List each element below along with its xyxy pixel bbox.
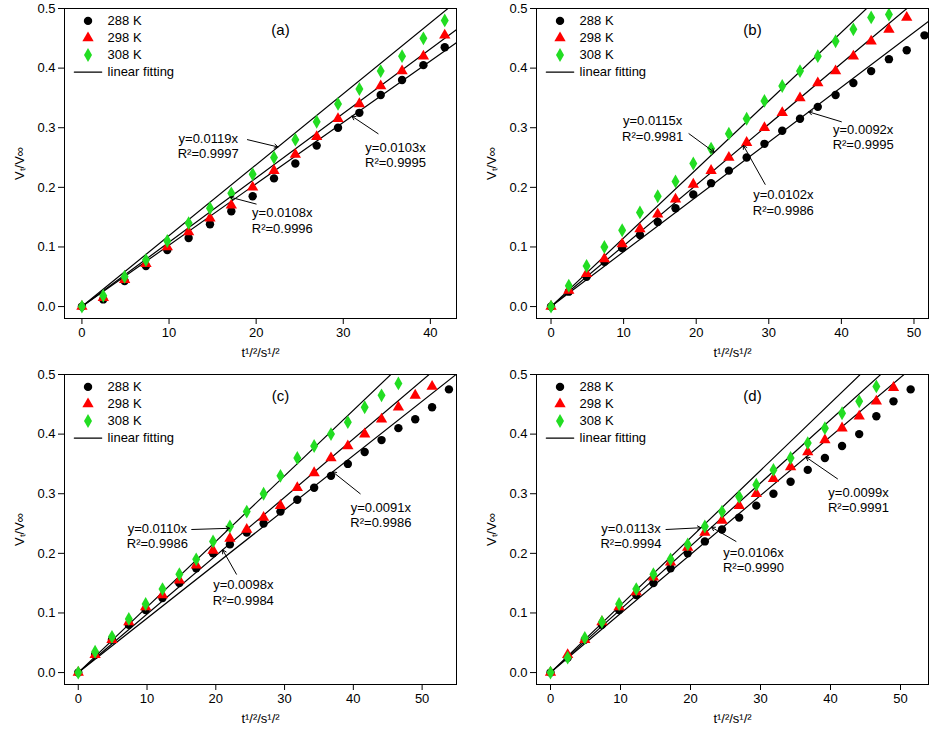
- svg-text:y=0.0103xR²=0.9995: y=0.0103xR²=0.9995: [365, 140, 426, 171]
- svg-text:0.3: 0.3: [509, 120, 527, 135]
- svg-text:40: 40: [346, 691, 360, 706]
- svg-text:20: 20: [209, 691, 223, 706]
- svg-text:308 K: 308 K: [108, 413, 142, 428]
- svg-text:298 K: 298 K: [108, 30, 142, 45]
- svg-text:0.5: 0.5: [37, 1, 55, 16]
- svg-text:0: 0: [547, 325, 554, 340]
- svg-text:298 K: 298 K: [580, 396, 614, 411]
- svg-text:0.2: 0.2: [37, 180, 55, 195]
- svg-text:t¹/²/s¹/²: t¹/²/s¹/²: [713, 345, 752, 360]
- svg-text:0: 0: [75, 691, 82, 706]
- svg-text:y=0.0106xR²=0.9990: y=0.0106xR²=0.9990: [723, 544, 784, 575]
- svg-text:t¹/²/s¹/²: t¹/²/s¹/²: [713, 711, 752, 726]
- svg-text:10: 10: [613, 691, 627, 706]
- svg-text:10: 10: [616, 325, 630, 340]
- svg-text:(b): (b): [743, 21, 761, 38]
- svg-text:0.2: 0.2: [509, 546, 527, 561]
- svg-text:y=0.0098xR²=0.9984: y=0.0098xR²=0.9984: [213, 577, 274, 608]
- svg-text:0.0: 0.0: [509, 665, 527, 680]
- svg-text:linear fitting: linear fitting: [108, 430, 174, 445]
- svg-text:Vₜ/V∞: Vₜ/V∞: [12, 147, 27, 180]
- svg-text:288 K: 288 K: [108, 13, 142, 28]
- svg-text:288 K: 288 K: [108, 379, 142, 394]
- svg-text:0.1: 0.1: [37, 239, 55, 254]
- svg-text:20: 20: [683, 691, 697, 706]
- svg-text:0.1: 0.1: [509, 605, 527, 620]
- svg-text:50: 50: [415, 691, 429, 706]
- svg-text:0.5: 0.5: [509, 1, 527, 16]
- svg-text:40: 40: [834, 325, 848, 340]
- svg-text:298 K: 298 K: [108, 396, 142, 411]
- svg-text:30: 30: [277, 691, 291, 706]
- svg-text:30: 30: [762, 325, 776, 340]
- svg-text:0.4: 0.4: [37, 60, 55, 75]
- svg-text:y=0.0113xR²=0.9994: y=0.0113xR²=0.9994: [600, 521, 661, 552]
- svg-text:y=0.0119xR²=0.9997: y=0.0119xR²=0.9997: [178, 131, 239, 162]
- svg-text:Vₜ/V∞: Vₜ/V∞: [484, 513, 499, 546]
- svg-text:0.4: 0.4: [509, 60, 527, 75]
- svg-text:0.0: 0.0: [37, 665, 55, 680]
- svg-text:y=0.0091xR²=0.9986: y=0.0091xR²=0.9986: [350, 500, 411, 531]
- svg-text:(d): (d): [743, 387, 761, 404]
- svg-text:(a): (a): [271, 21, 289, 38]
- svg-text:0.3: 0.3: [37, 120, 55, 135]
- svg-text:0: 0: [78, 325, 85, 340]
- svg-text:0.3: 0.3: [37, 486, 55, 501]
- svg-text:288 K: 288 K: [580, 13, 614, 28]
- svg-text:30: 30: [336, 325, 350, 340]
- svg-text:linear fitting: linear fitting: [580, 64, 646, 79]
- svg-text:linear fitting: linear fitting: [108, 64, 174, 79]
- svg-text:Vₜ/V∞: Vₜ/V∞: [484, 147, 499, 180]
- svg-text:y=0.0110xR²=0.9986: y=0.0110xR²=0.9986: [127, 521, 188, 552]
- svg-text:0.2: 0.2: [37, 546, 55, 561]
- svg-text:288 K: 288 K: [580, 379, 614, 394]
- svg-text:t¹/²/s¹/²: t¹/²/s¹/²: [241, 345, 280, 360]
- svg-text:0.4: 0.4: [37, 426, 55, 441]
- svg-text:y=0.0108xR²=0.9996: y=0.0108xR²=0.9996: [252, 205, 313, 236]
- svg-text:10: 10: [140, 691, 154, 706]
- svg-text:0.2: 0.2: [509, 180, 527, 195]
- svg-text:0: 0: [547, 691, 554, 706]
- svg-text:10: 10: [162, 325, 176, 340]
- svg-text:50: 50: [907, 325, 921, 340]
- svg-text:0.3: 0.3: [509, 486, 527, 501]
- svg-text:50: 50: [893, 691, 907, 706]
- svg-text:(c): (c): [272, 387, 290, 404]
- svg-text:linear fitting: linear fitting: [580, 430, 646, 445]
- svg-text:20: 20: [689, 325, 703, 340]
- svg-text:298 K: 298 K: [580, 30, 614, 45]
- svg-text:40: 40: [423, 325, 437, 340]
- svg-text:20: 20: [249, 325, 263, 340]
- svg-text:y=0.0099xR²=0.9991: y=0.0099xR²=0.9991: [828, 485, 889, 516]
- svg-text:30: 30: [753, 691, 767, 706]
- svg-text:0.5: 0.5: [509, 367, 527, 382]
- svg-text:Vₜ/V∞: Vₜ/V∞: [12, 513, 27, 546]
- svg-text:308 K: 308 K: [580, 413, 614, 428]
- svg-text:t¹/²/s¹/²: t¹/²/s¹/²: [241, 711, 280, 726]
- svg-text:308 K: 308 K: [108, 47, 142, 62]
- svg-text:40: 40: [823, 691, 837, 706]
- svg-text:y=0.0115xR²=0.9981: y=0.0115xR²=0.9981: [622, 113, 683, 144]
- svg-text:0.4: 0.4: [509, 426, 527, 441]
- svg-text:0.0: 0.0: [37, 299, 55, 314]
- svg-text:y=0.0092xR²=0.9995: y=0.0092xR²=0.9995: [833, 122, 894, 153]
- svg-text:0.1: 0.1: [37, 605, 55, 620]
- svg-text:308 K: 308 K: [580, 47, 614, 62]
- svg-text:y=0.0102xR²=0.9986: y=0.0102xR²=0.9986: [753, 187, 814, 218]
- svg-text:0.5: 0.5: [37, 367, 55, 382]
- svg-text:0.1: 0.1: [509, 239, 527, 254]
- svg-text:0.0: 0.0: [509, 299, 527, 314]
